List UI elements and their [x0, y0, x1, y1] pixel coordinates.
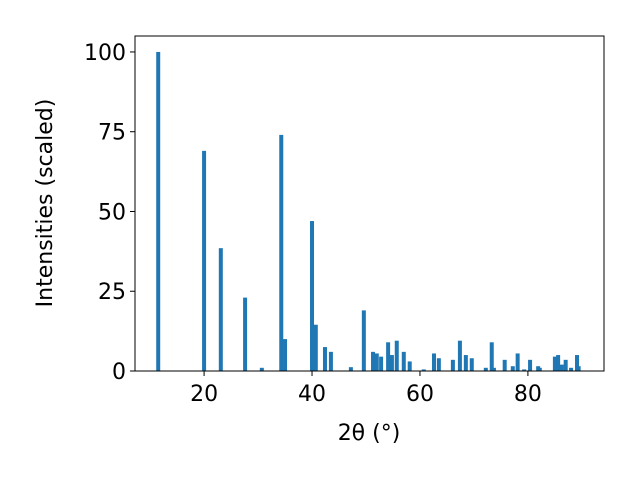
- bar: [283, 339, 288, 371]
- bar: [348, 367, 353, 371]
- bar: [156, 51, 161, 371]
- x-tick-label: 20: [190, 382, 218, 407]
- bar: [457, 340, 462, 371]
- bar: [259, 367, 264, 371]
- bar: [313, 324, 318, 371]
- bar: [401, 351, 406, 371]
- y-tick-label: 0: [112, 360, 126, 385]
- bar: [559, 364, 564, 371]
- bar: [374, 353, 379, 371]
- bar: [421, 369, 426, 371]
- bar: [450, 359, 455, 371]
- bar: [491, 367, 496, 371]
- plot-frame: [134, 35, 605, 372]
- bar: [522, 369, 527, 371]
- bar: [483, 367, 488, 371]
- x-tick-label: 40: [298, 382, 326, 407]
- y-tick-label: 50: [98, 200, 126, 225]
- bar: [510, 366, 515, 371]
- bar: [436, 358, 441, 371]
- bar: [361, 310, 366, 371]
- bar: [310, 221, 315, 371]
- bar: [469, 358, 474, 371]
- bar: [379, 356, 384, 371]
- bar: [407, 361, 412, 371]
- bar: [563, 359, 568, 371]
- bar: [576, 366, 581, 371]
- bar: [243, 297, 248, 371]
- bar: [371, 351, 376, 371]
- bar: [218, 248, 223, 371]
- bar: [515, 353, 520, 371]
- bar: [328, 351, 333, 371]
- x-tick-label: 80: [514, 382, 542, 407]
- bar: [537, 367, 542, 371]
- bar: [569, 367, 574, 371]
- y-tick-label: 75: [98, 121, 126, 146]
- bar: [575, 355, 580, 371]
- x-tick-label: 60: [406, 382, 434, 407]
- bar: [552, 356, 557, 371]
- bar: [394, 340, 399, 371]
- y-tick-label: 100: [84, 41, 126, 66]
- bar: [556, 355, 561, 371]
- bar: [386, 342, 391, 371]
- bar: [528, 359, 533, 371]
- bar: [463, 355, 468, 371]
- y-axis-label: Intensities (scaled): [33, 99, 58, 308]
- bar: [489, 342, 494, 371]
- x-axis-label: 2θ (°): [338, 421, 401, 446]
- bar: [202, 150, 207, 371]
- bar: [502, 359, 507, 371]
- bar: [389, 355, 394, 371]
- bar: [322, 347, 327, 371]
- bar: [431, 353, 436, 371]
- bar: [279, 134, 284, 371]
- y-tick-label: 25: [98, 280, 126, 305]
